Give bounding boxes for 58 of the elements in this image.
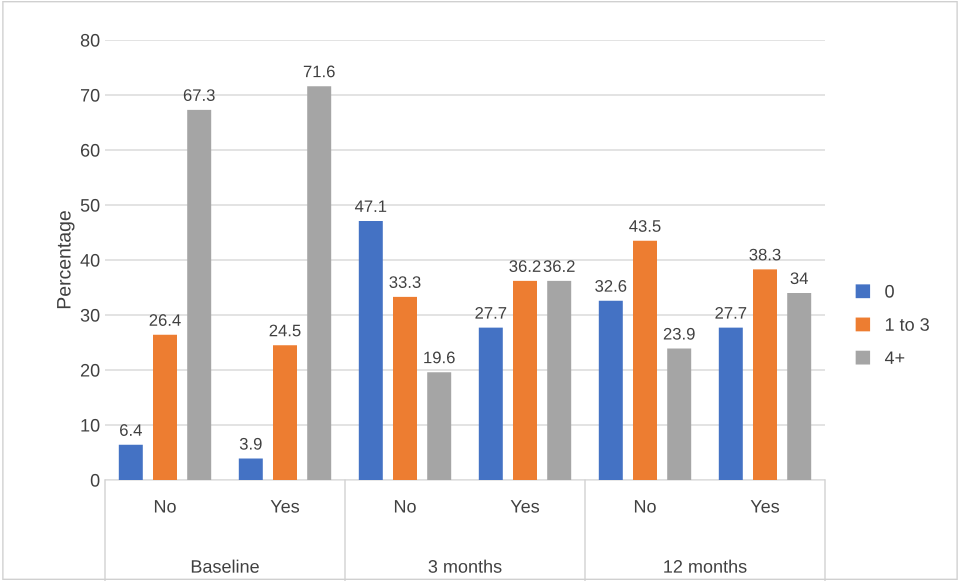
y-tick-label: 30 [80,308,100,322]
y-tick-label: 20 [80,364,100,377]
x-tick-label: Yes [510,500,540,513]
legend-label: 0 [885,284,894,298]
x-tick-label: Yes [750,500,780,513]
text: Baseline [192,560,259,573]
bar [358,220,383,480]
data-label: 3.9 [240,438,262,450]
y-tick-label: 10 [81,418,100,432]
legend-label: 1 to 3 [886,318,929,331]
bar [118,444,143,480]
data-label: 71.6 [304,66,335,78]
data-label: 32.6 [595,280,626,292]
bar [238,458,263,480]
y-tick-label: 40 [80,254,100,267]
y-tick-label: 60 [80,144,100,157]
y-tick-label: 50 [80,198,100,212]
x-tick-label: No [634,500,656,513]
bar [513,280,537,480]
bar [427,372,452,480]
bar [393,296,417,480]
bar [633,240,657,480]
legend-label: 4+ [884,351,904,364]
text: 3 months [428,560,502,573]
y-tick-label: 70 [80,88,100,102]
data-label: 47.1 [354,200,386,212]
bar [307,86,332,480]
bar [787,293,812,480]
y-tick-label: 0 [90,474,100,487]
data-label: 26.4 [150,314,181,326]
data-label: 36.2 [544,260,575,272]
data-label: 36.2 [509,260,540,272]
data-label: 23.9 [664,328,695,340]
bar [153,334,177,480]
bar [547,280,572,480]
bar [598,300,623,480]
data-label: 34 [790,272,808,284]
data-label: 38.3 [749,248,780,260]
data-label: 27.7 [715,307,746,319]
data-label: 6.4 [120,424,142,436]
data-label: 33.3 [389,276,420,288]
data-label: 24.5 [270,324,301,336]
bar [478,328,503,480]
bar [187,110,212,480]
x-tick-label: No [154,500,176,513]
y-axis-title: Percentage [57,211,74,308]
bar [753,269,777,480]
text: 12 months [664,560,747,573]
y-tick-label: 80 [80,34,100,47]
bar [667,348,692,480]
bar [718,328,743,480]
x-tick-label: Yes [270,500,300,513]
data-label: 67.3 [184,89,215,101]
x-tick-label: No [394,500,416,513]
data-label: 43.5 [629,220,661,232]
data-label: 19.6 [424,352,455,364]
data-label: 27.7 [475,307,506,319]
bar [273,345,297,480]
